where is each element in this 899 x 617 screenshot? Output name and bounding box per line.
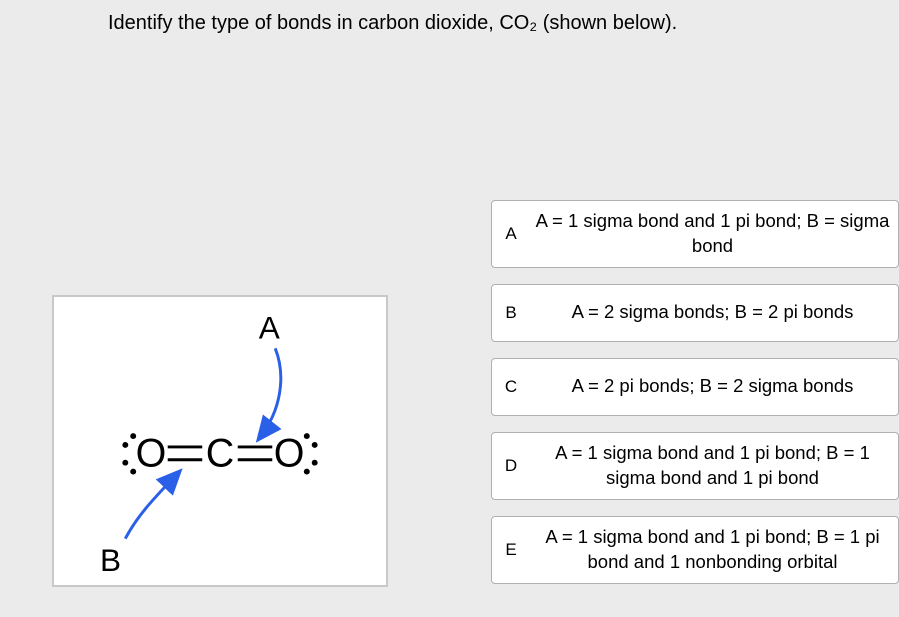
answer-letter: A bbox=[492, 201, 530, 267]
arrow-A bbox=[259, 348, 280, 438]
answer-text: A = 1 sigma bond and 1 pi bond; B = 1 pi… bbox=[530, 517, 898, 583]
answers-list: A A = 1 sigma bond and 1 pi bond; B = si… bbox=[491, 200, 899, 600]
answer-option-E[interactable]: E A = 1 sigma bond and 1 pi bond; B = 1 … bbox=[491, 516, 899, 584]
answer-text: A = 2 pi bonds; B = 2 sigma bonds bbox=[530, 359, 898, 415]
arrow-B bbox=[125, 473, 178, 539]
answer-option-D[interactable]: D A = 1 sigma bond and 1 pi bond; B = 1 … bbox=[491, 432, 899, 500]
answer-letter: D bbox=[492, 433, 530, 499]
atom-center-C: C bbox=[206, 432, 234, 476]
bond-label-B: B bbox=[100, 542, 121, 578]
atom-right-O: O bbox=[274, 432, 305, 476]
answer-letter: C bbox=[492, 359, 530, 415]
bond-label-A: A bbox=[259, 309, 280, 345]
answer-text: A = 1 sigma bond and 1 pi bond; B = 1 si… bbox=[530, 433, 898, 499]
atom-left-O: O bbox=[136, 432, 167, 476]
lewis-structure-diagram: O C O A B bbox=[52, 295, 388, 587]
answer-letter: B bbox=[492, 285, 530, 341]
answer-letter: E bbox=[492, 517, 530, 583]
question-prompt: Identify the type of bonds in carbon dio… bbox=[108, 12, 677, 35]
answer-text: A = 2 sigma bonds; B = 2 pi bonds bbox=[530, 285, 898, 341]
answer-text: A = 1 sigma bond and 1 pi bond; B = sigm… bbox=[530, 201, 898, 267]
answer-option-B[interactable]: B A = 2 sigma bonds; B = 2 pi bonds bbox=[491, 284, 899, 342]
answer-option-A[interactable]: A A = 1 sigma bond and 1 pi bond; B = si… bbox=[491, 200, 899, 268]
answer-option-C[interactable]: C A = 2 pi bonds; B = 2 sigma bonds bbox=[491, 358, 899, 416]
co2-diagram-svg: O C O A B bbox=[54, 297, 386, 585]
